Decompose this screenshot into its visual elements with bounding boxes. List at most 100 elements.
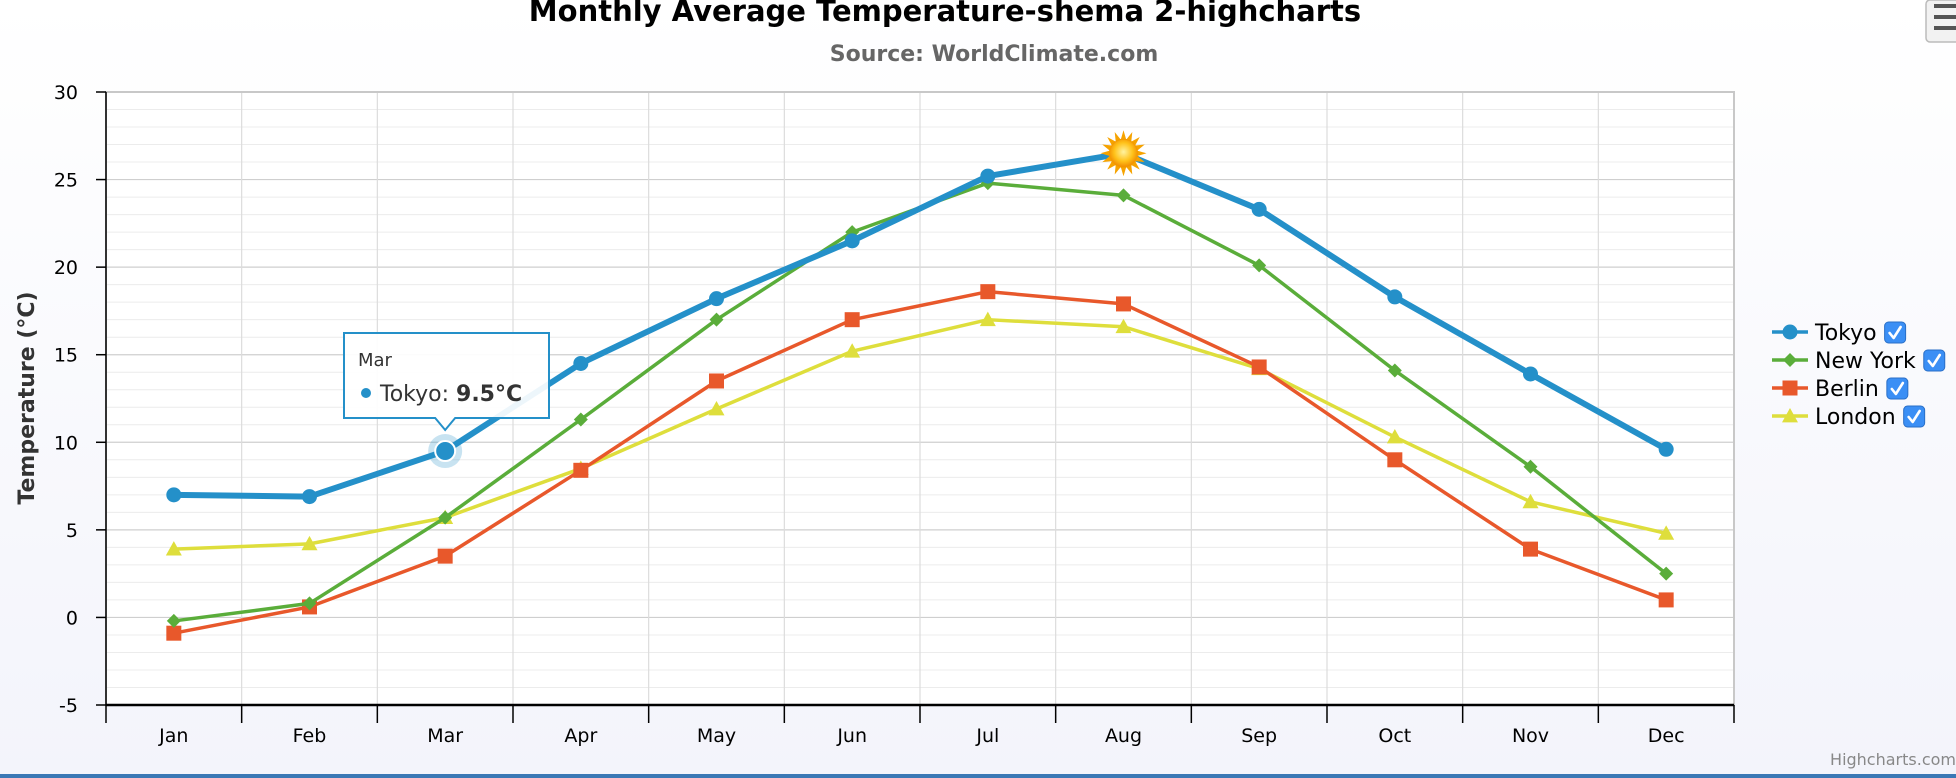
legend-label-tokyo: Tokyo xyxy=(1814,321,1877,346)
point-berlin-jun[interactable] xyxy=(844,312,860,328)
bottom-border xyxy=(0,774,1956,778)
legend-symbol-new-york xyxy=(1783,353,1797,367)
point-london-oct[interactable] xyxy=(1386,429,1403,444)
legend-checkbox-london[interactable] xyxy=(1903,405,1926,428)
x-tick-label-nov: Nov xyxy=(1512,725,1549,747)
tooltip-value: 9.5°C xyxy=(456,382,522,407)
point-london-jan[interactable] xyxy=(165,541,182,556)
y-axis-label: Temperature (°C) xyxy=(15,291,40,504)
y-tick-label: 0 xyxy=(66,607,78,629)
x-tick-label-jan: Jan xyxy=(158,725,188,747)
point-london-may[interactable] xyxy=(708,401,725,416)
series-berlin xyxy=(166,284,1674,641)
hamburger-menu-icon[interactable] xyxy=(1925,0,1956,43)
x-tick-label-jul: Jul xyxy=(975,725,999,747)
point-berlin-aug[interactable] xyxy=(1116,296,1131,312)
point-new-york-sep[interactable] xyxy=(1252,258,1267,273)
point-tokyo-feb[interactable] xyxy=(302,489,317,505)
hovered-point[interactable] xyxy=(428,434,463,469)
legend-item-tokyo[interactable]: Tokyo xyxy=(1772,321,1907,346)
x-tick-label-dec: Dec xyxy=(1648,725,1685,747)
x-tick-label-jun: Jun xyxy=(836,725,867,747)
point-new-york-mar[interactable] xyxy=(438,510,453,525)
point-tokyo-nov[interactable] xyxy=(1523,366,1538,382)
legend-checkbox-tokyo[interactable] xyxy=(1884,321,1907,344)
y-tick-label: -5 xyxy=(59,695,78,717)
tooltip-series-name: Tokyo: xyxy=(379,382,456,407)
point-berlin-apr[interactable] xyxy=(573,462,589,478)
series-line-london[interactable] xyxy=(173,317,1667,551)
y-tick-label: 25 xyxy=(54,170,78,192)
point-berlin-sep[interactable] xyxy=(1251,359,1267,375)
series-group xyxy=(165,150,1675,641)
point-new-york-may[interactable] xyxy=(709,312,724,327)
point-london-dec[interactable] xyxy=(1658,525,1675,540)
checkmark-icon xyxy=(1927,353,1942,368)
series-line-berlin[interactable] xyxy=(173,289,1667,635)
point-tokyo-sep[interactable] xyxy=(1251,201,1267,217)
legend-symbol-london xyxy=(1782,408,1798,423)
annotation-group xyxy=(1100,130,1147,177)
point-new-york-feb[interactable] xyxy=(302,596,317,611)
tooltip-box: Mar Tokyo: 9.5°C xyxy=(343,332,550,432)
point-tokyo-dec[interactable] xyxy=(1658,441,1674,457)
checkmark-icon xyxy=(1888,325,1902,340)
legend-label-london: London xyxy=(1815,405,1896,430)
point-new-york-jan[interactable] xyxy=(166,613,181,628)
checkmark-icon xyxy=(1890,381,1905,396)
legend-item-new-york[interactable]: New York xyxy=(1772,349,1946,374)
point-tokyo-jan[interactable] xyxy=(166,487,182,503)
legend-label-berlin: Berlin xyxy=(1815,377,1879,402)
point-berlin-dec[interactable] xyxy=(1658,592,1674,608)
point-berlin-nov[interactable] xyxy=(1523,541,1538,557)
sun-icon[interactable] xyxy=(1100,130,1147,177)
point-berlin-mar[interactable] xyxy=(437,548,453,564)
point-new-york-apr[interactable] xyxy=(573,412,588,427)
tooltip: Mar Tokyo: 9.5°C xyxy=(343,332,550,469)
legend-symbol-berlin xyxy=(1782,380,1798,396)
legend-item-london[interactable]: London xyxy=(1772,405,1926,430)
x-tick-label-mar: Mar xyxy=(427,725,463,747)
tooltip-text: Tokyo: 9.5°C xyxy=(379,382,522,407)
y-tick-label: 15 xyxy=(54,345,78,367)
point-tokyo-jul[interactable] xyxy=(980,168,996,184)
point-berlin-may[interactable] xyxy=(709,373,724,389)
point-tokyo-apr[interactable] xyxy=(573,355,589,371)
legend-symbol-tokyo xyxy=(1782,324,1798,340)
x-tick-label-feb: Feb xyxy=(293,725,327,747)
y-tick-label: 10 xyxy=(54,432,78,454)
y-tick-label: 5 xyxy=(66,520,78,542)
tooltip-series-dot xyxy=(361,388,371,398)
legend[interactable]: Tokyo New York Berlin London xyxy=(1772,321,1946,430)
point-london-jul[interactable] xyxy=(979,311,996,327)
point-berlin-jan[interactable] xyxy=(166,625,182,641)
point-london-aug[interactable] xyxy=(1115,318,1132,334)
axes: -5 0 5 10 15 20 25 30 Jan Feb Mar Apr May Jun Jul Aug Se… xyxy=(54,82,1735,747)
point-london-feb[interactable] xyxy=(301,535,318,551)
point-london-jun[interactable] xyxy=(844,343,861,358)
y-tick-label: 20 xyxy=(54,257,78,279)
point-new-york-nov[interactable] xyxy=(1523,459,1538,474)
x-tick-label-aug: Aug xyxy=(1105,725,1142,747)
y-tick-label: 30 xyxy=(54,82,78,104)
point-new-york-aug[interactable] xyxy=(1116,188,1131,203)
chart-subtitle: Source: WorldClimate.com xyxy=(830,42,1159,67)
point-new-york-oct[interactable] xyxy=(1387,363,1402,378)
point-tokyo-may[interactable] xyxy=(709,291,724,307)
point-tokyo-jun[interactable] xyxy=(844,233,860,249)
series-line-tokyo[interactable] xyxy=(173,150,1668,500)
chart-title: Monthly Average Temperature-shema 2-high… xyxy=(529,0,1361,28)
x-tick-label-sep: Sep xyxy=(1241,725,1277,747)
legend-item-berlin[interactable]: Berlin xyxy=(1772,377,1909,402)
point-london-nov[interactable] xyxy=(1522,493,1539,509)
point-tokyo-oct[interactable] xyxy=(1387,289,1403,305)
legend-checkbox-berlin[interactable] xyxy=(1886,377,1909,400)
x-tick-label-apr: Apr xyxy=(564,725,597,747)
point-berlin-oct[interactable] xyxy=(1387,452,1403,468)
point-new-york-dec[interactable] xyxy=(1659,566,1674,581)
credits-link[interactable]: Highcharts.com xyxy=(1830,750,1956,769)
legend-checkbox-new-york[interactable] xyxy=(1923,349,1946,372)
point-berlin-jul[interactable] xyxy=(980,284,996,300)
x-tick-label-oct: Oct xyxy=(1378,725,1411,747)
